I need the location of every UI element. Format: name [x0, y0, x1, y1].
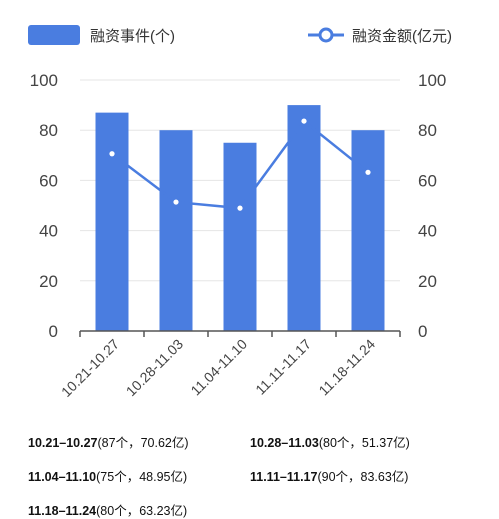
line-series — [109, 118, 371, 211]
note-item: 10.21–10.27(87个，70.62亿) — [28, 432, 189, 451]
note-item: 11.11–11.17(90个，83.63亿) — [250, 466, 408, 485]
y-tick-label-right: 60 — [418, 171, 437, 190]
y-tick-label-left: 0 — [49, 322, 58, 341]
y-tick-label-left: 100 — [30, 71, 58, 90]
note-range: 11.11–11.17 — [250, 470, 318, 484]
line-point — [237, 205, 243, 211]
y-tick-label-right: 0 — [418, 322, 427, 341]
legend-line-marker — [318, 27, 334, 43]
legend-bar-label: 融资事件(个) — [90, 28, 175, 45]
note-item: 11.04–11.10(75个，48.95亿) — [28, 466, 187, 485]
x-axis: 10.21-10.27 10.28-11.03 11.04-11.10 11.11-1… — [58, 330, 401, 400]
legend-bar-swatch — [28, 25, 80, 45]
legend-line-label: 融资金额(亿元) — [352, 28, 452, 45]
note-detail: (87个，70.62亿) — [97, 436, 189, 450]
note-range: 10.28–11.03 — [250, 436, 319, 450]
note-detail: (80个，51.37亿) — [318, 436, 410, 450]
y-tick-label-left: 20 — [39, 272, 58, 291]
x-tick-label: 10.21-10.27 — [58, 336, 122, 400]
x-tick-label: 11.04-11.10 — [187, 336, 250, 399]
y-tick-label-left: 60 — [39, 171, 58, 190]
line-point — [365, 169, 371, 175]
bar — [287, 105, 321, 331]
x-tick-label: 11.11-11.17 — [252, 336, 314, 398]
y-tick-label-left: 80 — [39, 121, 58, 140]
bar — [351, 130, 385, 331]
note-detail: (90个，83.63亿) — [317, 470, 409, 484]
y-axis-right: 0 20 40 60 80 100 — [418, 71, 446, 341]
bar — [159, 130, 193, 331]
x-tick-label: 10.28-11.03 — [123, 336, 187, 400]
financing-chart: 融资事件(个) 融资金额(亿元) 0 20 40 60 80 100 0 20 40 60 80 1… — [28, 25, 452, 400]
x-tick-label: 11.18-11.24 — [315, 336, 378, 399]
y-tick-label-right: 20 — [418, 272, 437, 291]
bar — [95, 112, 129, 331]
note-item: 10.28–11.03(80个，51.37亿) — [250, 432, 410, 451]
y-tick-label-right: 40 — [418, 222, 437, 241]
line-point — [301, 118, 307, 124]
y-axis-left: 0 20 40 60 80 100 — [30, 71, 58, 341]
note-detail: (80个，63.23亿) — [96, 504, 188, 518]
note-range: 11.18–11.24 — [28, 504, 97, 518]
legend: 融资事件(个) 融资金额(亿元) — [28, 25, 452, 45]
y-tick-label-right: 100 — [418, 71, 446, 90]
note-range: 10.21–10.27 — [28, 436, 98, 450]
bar — [223, 142, 257, 331]
note-range: 11.04–11.10 — [28, 470, 97, 484]
y-tick-label-left: 40 — [39, 222, 58, 241]
bars — [95, 105, 385, 331]
note-item: 11.18–11.24(80个，63.23亿) — [28, 500, 187, 519]
line-point — [109, 151, 115, 157]
note-detail: (75个，48.95亿) — [96, 470, 188, 484]
y-tick-label-right: 80 — [418, 121, 437, 140]
line-point — [173, 199, 179, 205]
